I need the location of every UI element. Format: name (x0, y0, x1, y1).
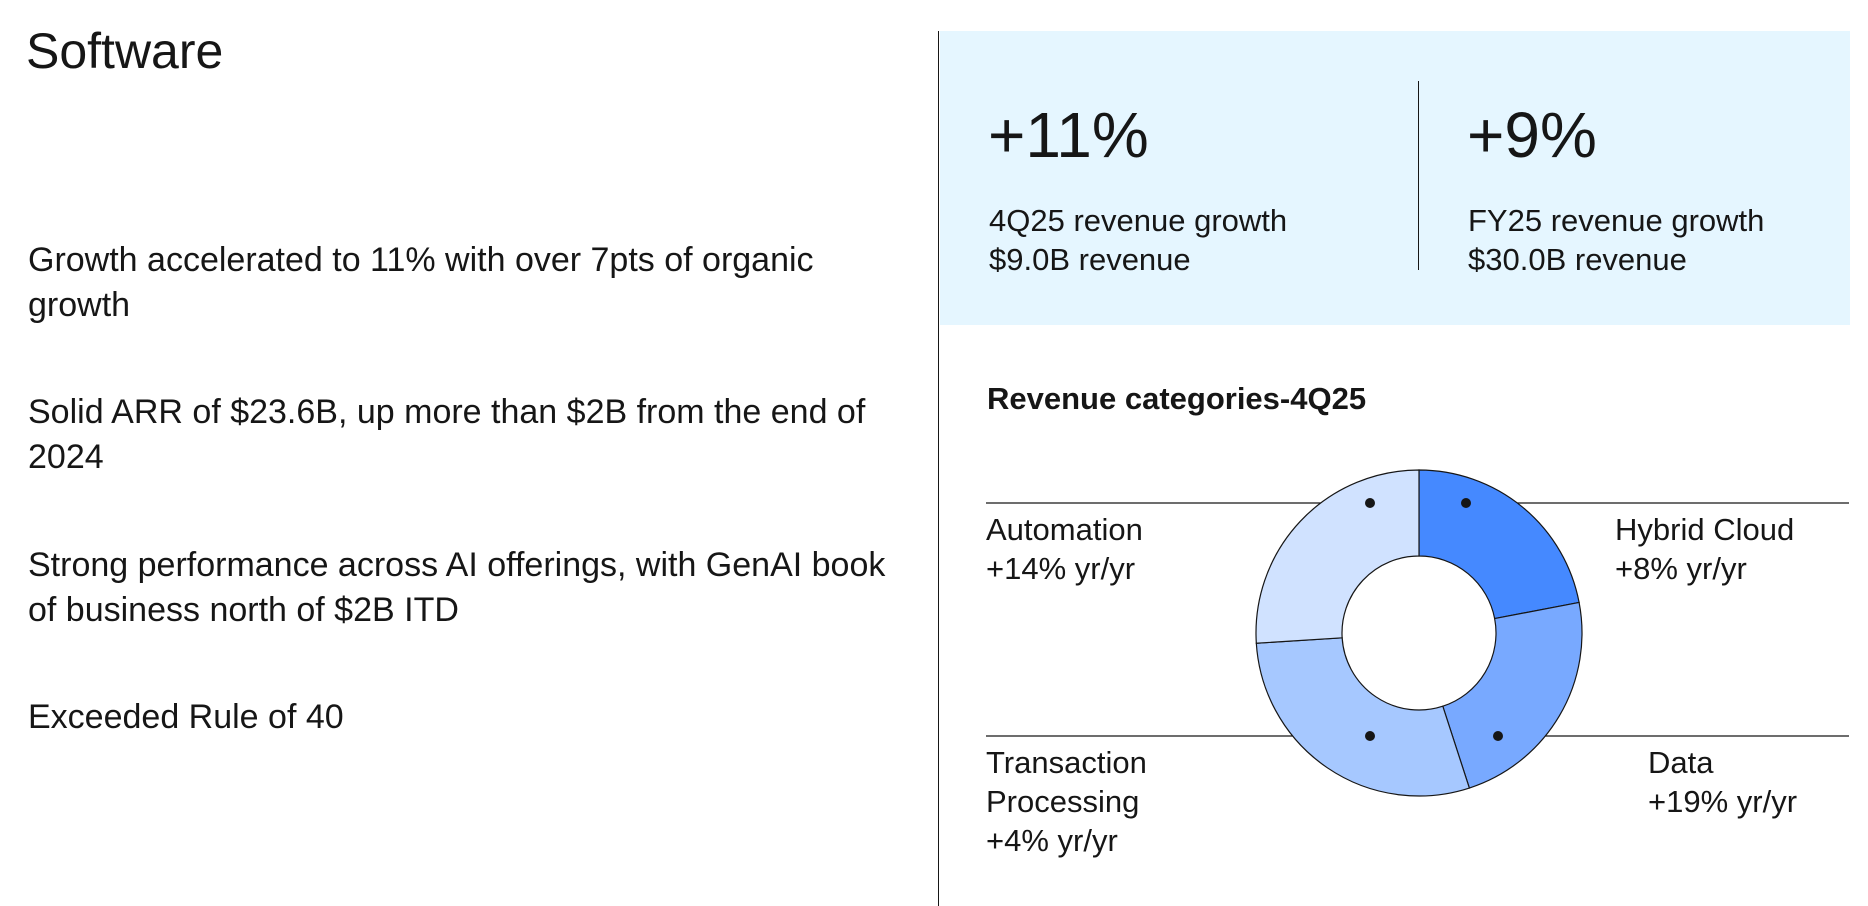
kpi-text: $30.0B revenue (1468, 242, 1687, 277)
segment-label: Automation +14% yr/yr (986, 510, 1143, 588)
category-label: Hybrid Cloud (1615, 512, 1795, 547)
growth-label: +14% yr/yr (986, 551, 1136, 586)
kpi-text: $9.0B revenue (989, 242, 1191, 277)
chart-title: Revenue categories-4Q25 (987, 381, 1367, 416)
bullet: Solid ARR of $23.6B, up more than $2B fr… (28, 393, 866, 476)
leader-dot (1461, 498, 1471, 508)
kpi-value: +11% (988, 99, 1149, 171)
donut-segment (1418, 469, 1580, 620)
growth-label: +19% yr/yr (1648, 784, 1798, 819)
growth-label: +8% yr/yr (1615, 551, 1747, 586)
leader-dot (1493, 731, 1503, 741)
leader-dot (1365, 498, 1375, 508)
leader-dot (1365, 731, 1375, 741)
slide-title: Software (26, 23, 224, 79)
divider (938, 31, 939, 906)
kpi-divider (1418, 81, 1419, 270)
category-label: Transaction Processing (986, 745, 1147, 819)
bullet: Growth accelerated to 11% with over 7pts… (28, 241, 814, 324)
donut-segment (1255, 469, 1420, 644)
category-label: Data (1648, 745, 1714, 780)
donut-segment (1255, 637, 1471, 797)
segment-label: Data +19% yr/yr (1648, 743, 1797, 821)
segment-label: Hybrid Cloud +8% yr/yr (1615, 510, 1794, 588)
donut-segment (1442, 601, 1583, 789)
kpi-text: FY25 revenue growth (1468, 203, 1765, 238)
bullet: Strong performance across AI offerings, … (28, 546, 886, 629)
segment-label: Transaction Processing +4% yr/yr (986, 743, 1186, 860)
kpi-value: +9% (1467, 99, 1597, 171)
category-label: Automation (986, 512, 1143, 547)
kpi-panel (940, 31, 1850, 325)
kpi-text: 4Q25 revenue growth (989, 203, 1288, 238)
bullet: Exceeded Rule of 40 (28, 698, 344, 736)
growth-label: +4% yr/yr (986, 823, 1118, 858)
